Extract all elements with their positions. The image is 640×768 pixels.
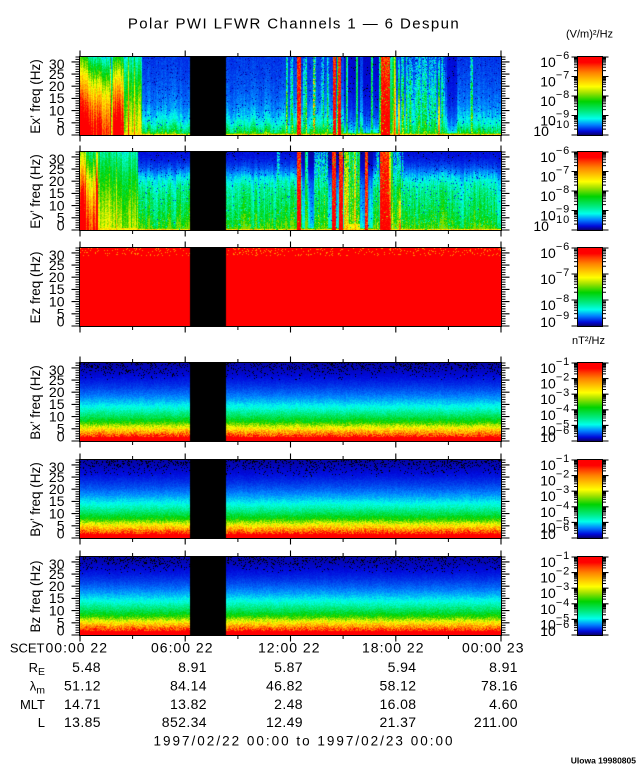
svg-text:5: 5 (57, 115, 65, 131)
svg-text:RE: RE (29, 660, 45, 678)
svg-text:13.85: 13.85 (64, 714, 101, 730)
svg-text:30: 30 (49, 56, 65, 72)
svg-text:5: 5 (57, 306, 65, 322)
svg-text:15: 15 (49, 90, 65, 106)
svg-text:10−6: 10−6 (540, 145, 570, 165)
svg-text:λm: λm (30, 679, 46, 697)
svg-text:10−7: 10−7 (540, 267, 570, 287)
svg-text:46.82: 46.82 (266, 678, 303, 694)
svg-text:0: 0 (57, 314, 65, 330)
svg-text:13.82: 13.82 (170, 696, 207, 712)
svg-text:15: 15 (49, 493, 65, 509)
svg-text:5.87: 5.87 (274, 659, 303, 675)
svg-text:Ex’ freq (Hz): Ex’ freq (Hz) (28, 59, 43, 134)
svg-text:10−7: 10−7 (540, 70, 570, 90)
svg-text:10−6: 10−6 (540, 50, 570, 70)
svg-text:15: 15 (49, 281, 65, 297)
svg-text:0: 0 (57, 623, 65, 639)
svg-text:78.16: 78.16 (481, 678, 518, 694)
svg-text:21.37: 21.37 (379, 714, 416, 730)
svg-text:10: 10 (49, 408, 65, 424)
svg-text:UIowa 19980805: UIowa 19980805 (571, 756, 636, 766)
svg-text:12:00 22: 12:00 22 (258, 640, 321, 656)
svg-text:25: 25 (49, 257, 65, 273)
svg-text:0: 0 (57, 218, 65, 234)
svg-text:10−10: 10−10 (533, 214, 570, 234)
svg-text:00:00 22: 00:00 22 (46, 640, 109, 656)
svg-text:84.14: 84.14 (170, 678, 207, 694)
svg-text:852.34: 852.34 (162, 714, 207, 730)
svg-text:(V/m)²/Hz: (V/m)²/Hz (566, 29, 613, 41)
svg-text:10−7: 10−7 (540, 165, 570, 185)
svg-text:10−9: 10−9 (540, 310, 570, 330)
svg-text:0: 0 (57, 123, 65, 139)
svg-text:15: 15 (49, 590, 65, 606)
svg-text:5: 5 (57, 421, 65, 437)
svg-text:20: 20 (49, 578, 65, 594)
svg-text:Bx’ freq (Hz): Bx’ freq (Hz) (28, 365, 43, 440)
svg-text:nT²/Hz: nT²/Hz (572, 335, 605, 347)
svg-text:20: 20 (49, 173, 65, 189)
svg-text:30: 30 (49, 362, 65, 378)
svg-text:2.48: 2.48 (274, 696, 303, 712)
svg-text:10: 10 (49, 197, 65, 213)
svg-text:8.91: 8.91 (489, 659, 518, 675)
svg-text:10−10: 10−10 (533, 119, 570, 139)
svg-text:1997/02/22 00:00 to 1997/02/23: 1997/02/22 00:00 to 1997/02/23 00:00 (154, 734, 455, 749)
svg-text:SCET: SCET (10, 641, 45, 656)
svg-text:5: 5 (57, 210, 65, 226)
svg-text:25: 25 (49, 469, 65, 485)
svg-text:20: 20 (49, 384, 65, 400)
svg-text:8.91: 8.91 (178, 659, 207, 675)
svg-text:20: 20 (49, 269, 65, 285)
svg-text:25: 25 (49, 161, 65, 177)
svg-text:10: 10 (49, 102, 65, 118)
svg-text:20: 20 (49, 481, 65, 497)
svg-text:25: 25 (49, 66, 65, 82)
svg-text:25: 25 (49, 566, 65, 582)
svg-text:15: 15 (49, 396, 65, 412)
svg-text:0: 0 (57, 429, 65, 445)
svg-text:58.12: 58.12 (379, 678, 416, 694)
svg-text:10−8: 10−8 (540, 184, 570, 204)
svg-text:30: 30 (49, 556, 65, 572)
svg-text:06:00 22: 06:00 22 (151, 640, 214, 656)
svg-text:211.00: 211.00 (474, 714, 518, 730)
svg-text:Bz freq (Hz): Bz freq (Hz) (28, 560, 43, 632)
svg-text:00:00 23: 00:00 23 (462, 640, 525, 656)
svg-text:20: 20 (49, 78, 65, 94)
svg-text:5: 5 (57, 615, 65, 631)
svg-text:30: 30 (49, 151, 65, 167)
svg-text:10−6: 10−6 (540, 241, 570, 261)
svg-text:25: 25 (49, 372, 65, 388)
svg-text:Ey’ freq (Hz): Ey’ freq (Hz) (28, 154, 43, 229)
svg-text:15: 15 (49, 185, 65, 201)
svg-text:14.71: 14.71 (64, 696, 101, 712)
svg-text:51.12: 51.12 (64, 678, 101, 694)
svg-text:0: 0 (57, 526, 65, 542)
svg-text:5: 5 (57, 518, 65, 534)
svg-text:Ez freq (Hz): Ez freq (Hz) (28, 251, 43, 323)
svg-text:10: 10 (49, 602, 65, 618)
svg-text:16.08: 16.08 (379, 696, 416, 712)
svg-text:18:00 22: 18:00 22 (362, 640, 425, 656)
svg-text:Polar PWI LFWR Channels 1 — 6: Polar PWI LFWR Channels 1 — 6 Despun (128, 16, 460, 33)
svg-text:10−8: 10−8 (540, 89, 570, 109)
svg-text:5.94: 5.94 (388, 659, 417, 675)
svg-text:10: 10 (49, 505, 65, 521)
svg-text:30: 30 (49, 459, 65, 475)
svg-text:12.49: 12.49 (266, 714, 303, 730)
svg-text:5.48: 5.48 (72, 659, 101, 675)
svg-text:By’ freq (Hz): By’ freq (Hz) (28, 462, 43, 537)
svg-text:10: 10 (49, 293, 65, 309)
svg-text:30: 30 (49, 247, 65, 263)
svg-text:L: L (38, 715, 45, 730)
svg-text:4.60: 4.60 (489, 696, 518, 712)
svg-text:MLT: MLT (20, 697, 45, 712)
